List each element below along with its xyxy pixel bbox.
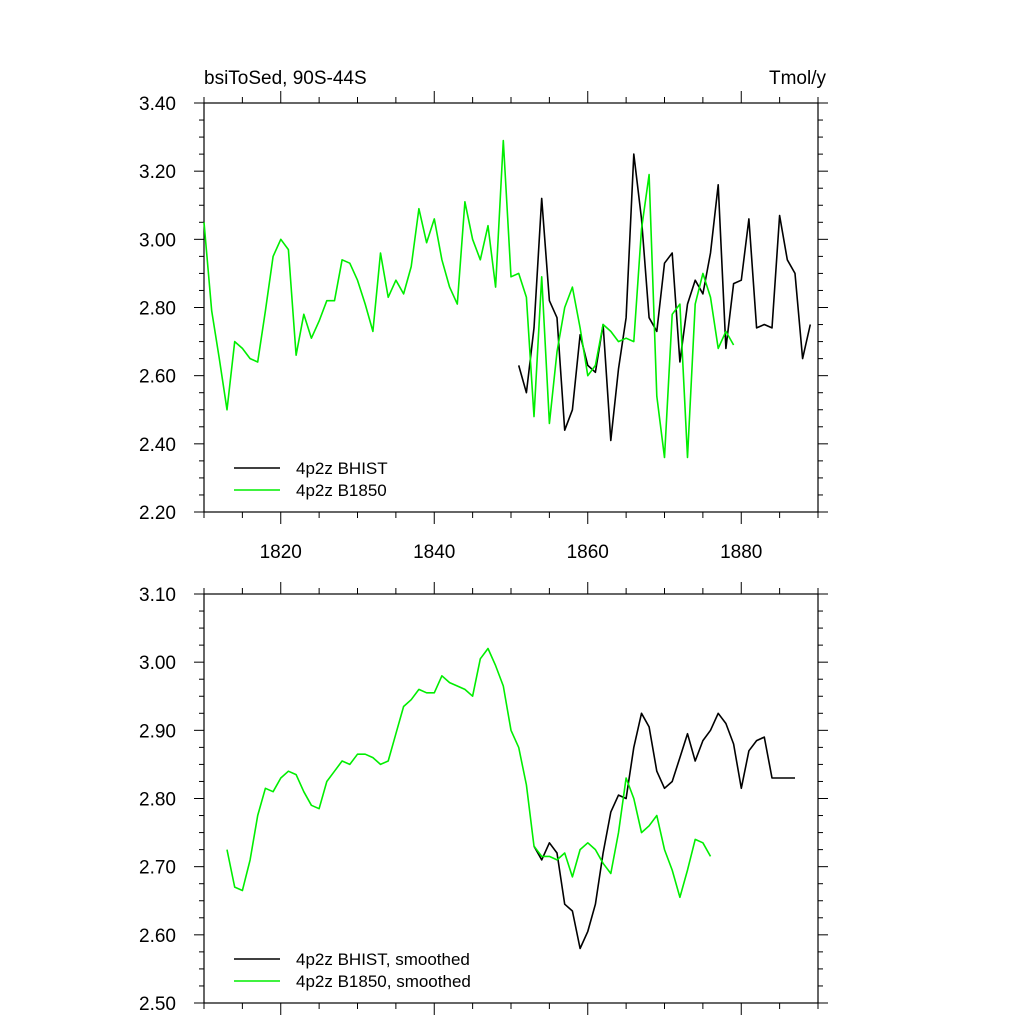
y-tick-label: 3.00	[139, 230, 176, 251]
y-tick-label: 3.20	[139, 162, 176, 183]
y-tick-label: 2.80	[139, 299, 176, 320]
series-line-bhist	[517, 153, 812, 442]
top-panel-series	[203, 139, 812, 459]
y-tick-label: 2.50	[139, 994, 176, 1015]
top-panel-y-tick-labels: 2.20 2.40 2.60 2.80 3.00 3.20 3.40	[139, 94, 176, 524]
top-panel-title: bsiToSed, 90S-44S	[204, 68, 367, 89]
legend-label-bhist-smoothed: 4p2z BHIST, smoothed	[296, 950, 470, 969]
y-tick-label: 2.40	[139, 435, 176, 456]
bottom-panel-y-tick-labels: 2.50 2.60 2.70 2.80 2.90 3.00 3.10	[139, 585, 176, 1015]
y-tick-label: 2.80	[139, 790, 176, 811]
top-panel-frame	[203, 102, 819, 513]
y-tick-label: 3.00	[139, 653, 176, 674]
bottom-panel-series	[226, 647, 795, 950]
y-tick-label: 2.90	[139, 721, 176, 742]
bottom-panel-axis-ticks	[194, 582, 828, 1015]
x-tick-label: 1840	[413, 542, 455, 563]
top-panel-legend: 4p2z BHIST 4p2z B1850	[234, 459, 388, 500]
x-tick-label: 1820	[260, 542, 302, 563]
top-panel-units: Tmol/y	[769, 68, 827, 89]
legend-label-b1850: 4p2z B1850	[296, 481, 387, 500]
series-line-b1850-smoothed	[226, 647, 712, 899]
y-tick-label: 2.60	[139, 926, 176, 947]
legend-label-bhist: 4p2z BHIST	[296, 459, 388, 478]
series-line-b1850	[203, 139, 735, 459]
series-line-bhist-smoothed	[533, 712, 795, 950]
y-tick-label: 2.70	[139, 858, 176, 879]
x-tick-label: 1860	[567, 542, 609, 563]
y-tick-label: 2.20	[139, 503, 176, 524]
y-tick-label: 3.10	[139, 585, 176, 606]
top-panel-axis-ticks	[194, 91, 828, 524]
bottom-panel-frame	[203, 593, 819, 1004]
y-tick-label: 2.60	[139, 367, 176, 388]
bottom-panel: 2.50 2.60 2.70 2.80 2.90 3.00 3.10 4p2z BHIST,…	[139, 582, 828, 1015]
y-tick-label: 3.40	[139, 94, 176, 115]
bottom-panel-legend: 4p2z BHIST, smoothed 4p2z B1850, smoothe…	[234, 950, 471, 991]
top-panel: bsiToSed, 90S-44S Tmol/y 2.20 2.40 2.60 2.8…	[139, 68, 828, 563]
legend-label-b1850-smoothed: 4p2z B1850, smoothed	[296, 972, 471, 991]
top-panel-x-tick-labels: 1820 1840 1860 1880	[260, 542, 763, 563]
x-tick-label: 1880	[720, 542, 762, 563]
